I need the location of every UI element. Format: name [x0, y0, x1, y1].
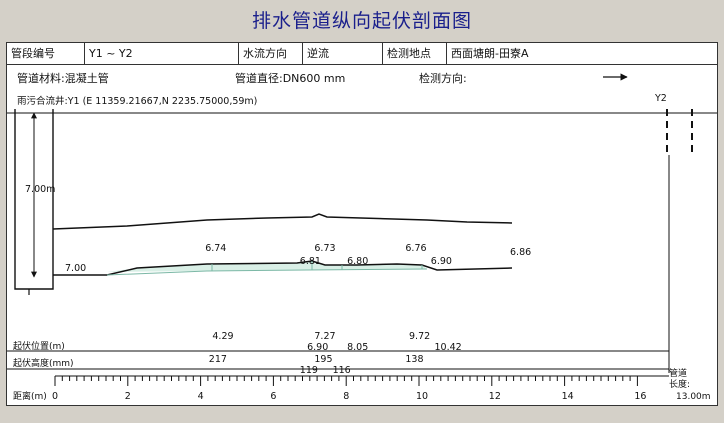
distance-axis-label: 距离(m)	[13, 390, 47, 402]
start-value-label: 7.00	[65, 263, 86, 274]
position-upper-value: 9.72	[409, 331, 430, 342]
position-lower-value: 8.05	[347, 342, 368, 353]
profile-upper-label: 6.73	[314, 243, 335, 254]
height-values: 217 195 138 119 116	[209, 354, 424, 376]
page-title: 排水管道纵向起伏剖面图	[0, 6, 724, 33]
height-row-label: 起伏高度(mm)	[13, 357, 74, 369]
profile-lower-label: 6.80	[347, 256, 368, 267]
axis-tick-label: 12	[489, 391, 501, 402]
position-upper-value: 7.27	[314, 331, 335, 342]
height-lower-value: 119	[300, 365, 318, 376]
profile-upper-label: 6.76	[405, 243, 426, 254]
position-row-label: 起伏位置(m)	[13, 340, 65, 352]
end-value-label: 6.86	[510, 247, 531, 258]
pipe-length-label-1: 管道	[669, 367, 687, 379]
profile-lower-label: 6.81	[300, 256, 321, 267]
profile-drawing: 7.00m 7.00 6.86 6.74 6.73 6.76 6.81 6.80 6.9…	[7, 43, 717, 405]
position-lower-value: 6.90	[307, 342, 328, 353]
depth-label: 7.00m	[25, 184, 55, 195]
height-upper-value: 195	[314, 354, 332, 365]
height-upper-value: 217	[209, 354, 227, 365]
axis-tick-label: 16	[634, 391, 646, 402]
pipe-length-label-2: 长度:	[669, 378, 690, 390]
axis-tick-label: 2	[125, 391, 131, 402]
axis-tick-label: 6	[270, 391, 276, 402]
profile-frame: 管段编号 Y1 ~ Y2 水流方向 逆流 检测地点 西面塘朗-田寮A 管道材料:…	[6, 42, 718, 406]
profile-lower-label: 6.90	[431, 256, 452, 267]
pipe-length-value: 13.00m	[676, 392, 711, 402]
axis-tick-label: 0	[52, 391, 58, 402]
pipe-top-line	[53, 214, 512, 229]
upper-profile-labels: 6.74 6.73 6.76	[205, 243, 426, 254]
distance-axis-ticks	[55, 376, 637, 386]
axis-tick-label: 14	[562, 391, 574, 402]
distance-axis-labels: 0 2 4 6 8 10 12 14 16	[52, 391, 646, 402]
height-lower-value: 116	[333, 365, 351, 376]
position-lower-value: 10.42	[435, 342, 462, 353]
position-upper-value: 4.29	[212, 331, 233, 342]
axis-tick-label: 10	[416, 391, 428, 402]
axis-tick-label: 4	[198, 391, 204, 402]
profile-upper-label: 6.74	[205, 243, 226, 254]
position-values: 4.29 7.27 9.72 6.90 8.05 10.42	[212, 331, 461, 353]
axis-tick-label: 8	[343, 391, 349, 402]
height-upper-value: 138	[405, 354, 423, 365]
